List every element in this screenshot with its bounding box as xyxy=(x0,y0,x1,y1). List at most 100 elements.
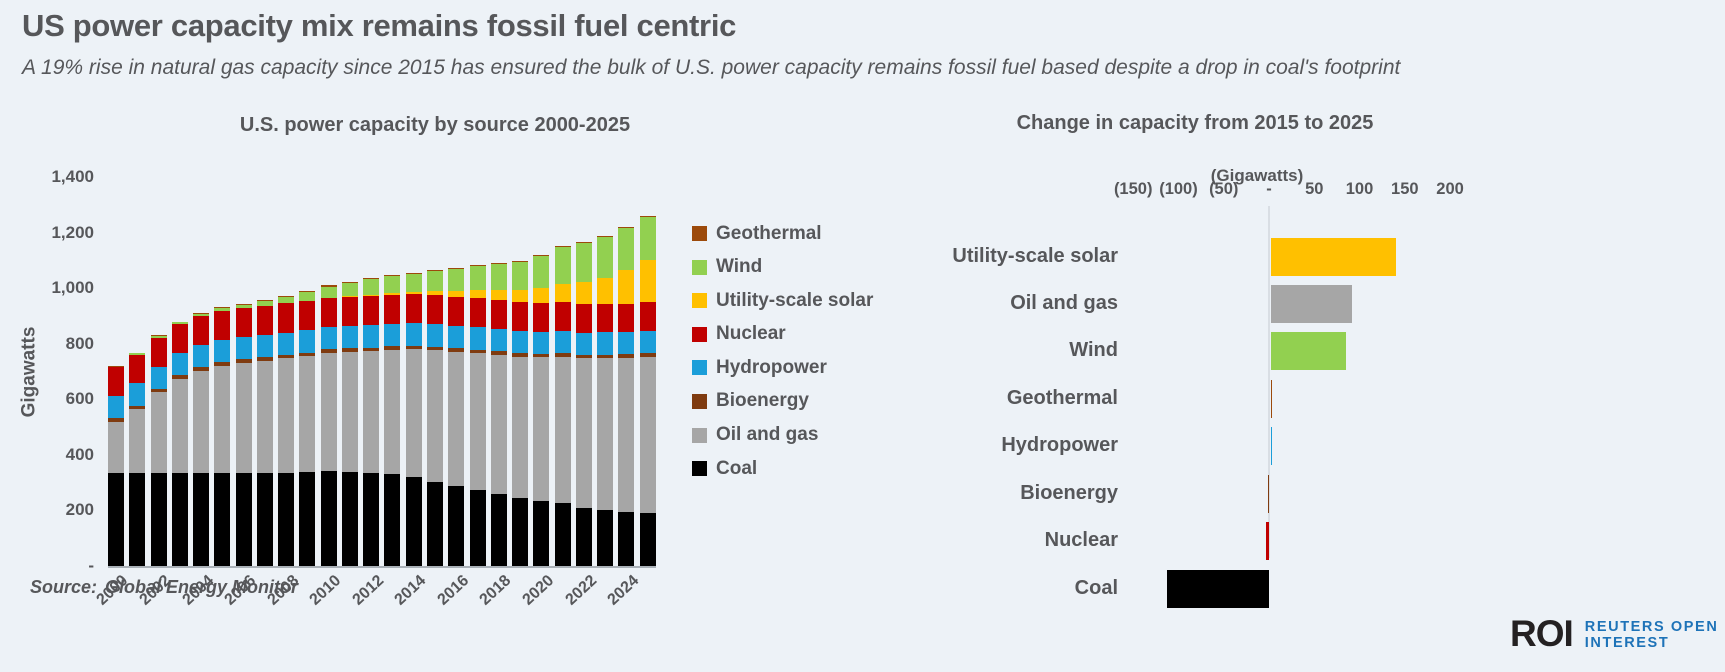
segment-hydropower xyxy=(469,327,486,350)
segment-utility-scale-solar xyxy=(575,282,592,305)
segment-hydropower xyxy=(193,344,210,368)
stacked-bar-2025 xyxy=(639,215,656,566)
segment-oil-and-gas xyxy=(426,350,443,482)
x-tick: 2024 xyxy=(561,572,643,609)
segment-bioenergy xyxy=(235,359,252,363)
segment-hydropower xyxy=(490,329,507,352)
stacked-bar-2024 xyxy=(618,226,635,566)
segment-geothermal xyxy=(299,290,316,292)
segment-oil-and-gas xyxy=(214,365,231,474)
segment-oil-and-gas xyxy=(108,421,124,474)
segment-bioenergy xyxy=(214,362,231,366)
segment-bioenergy xyxy=(554,352,571,357)
segment-nuclear xyxy=(426,295,443,325)
stacked-bar-2006 xyxy=(235,303,252,566)
segment-utility-scale-solar xyxy=(448,291,465,298)
segment-coal xyxy=(278,472,295,566)
segment-bioenergy xyxy=(533,353,550,358)
segment-oil-and-gas xyxy=(235,362,252,474)
segment-wind xyxy=(469,266,486,291)
legend-item-utility-scale-solar: Utility-scale solar xyxy=(692,289,874,311)
segment-bioenergy xyxy=(639,352,656,357)
segment-nuclear xyxy=(235,307,252,337)
segment-nuclear xyxy=(129,354,146,384)
legend-item-bioenergy: Bioenergy xyxy=(692,390,873,411)
stacked-bar-2005 xyxy=(214,307,231,566)
segment-oil-and-gas xyxy=(575,358,592,508)
segment-wind xyxy=(405,273,422,292)
segment-wind xyxy=(171,322,188,325)
hbar-oil-and-gas xyxy=(1271,284,1353,323)
segment-nuclear xyxy=(171,324,188,353)
segment-hydropower xyxy=(256,334,273,358)
stacked-bar-2014 xyxy=(405,272,422,566)
stacked-bar-2000 xyxy=(108,365,124,566)
hbar-wind xyxy=(1271,332,1347,371)
segment-nuclear xyxy=(193,315,210,345)
x-tick-label: 2024 xyxy=(604,572,643,609)
segment-oil-and-gas xyxy=(363,351,380,474)
segment-hydropower xyxy=(448,326,465,349)
segment-utility-scale-solar xyxy=(384,292,401,295)
segment-oil-and-gas xyxy=(129,409,146,474)
legend-label: Utility-scale solar xyxy=(716,289,874,311)
segment-coal xyxy=(341,471,358,566)
y-tick: 200 xyxy=(65,500,94,520)
segment-utility-scale-solar xyxy=(512,290,529,303)
legend-swatch xyxy=(692,461,707,477)
segment-coal xyxy=(171,473,188,566)
segment-oil-and-gas xyxy=(384,349,401,475)
segment-bioenergy xyxy=(426,346,443,351)
segment-coal xyxy=(299,472,316,566)
segment-wind xyxy=(597,236,614,278)
stacked-bar-2012 xyxy=(363,277,380,566)
segment-utility-scale-solar xyxy=(554,284,571,303)
segment-coal xyxy=(469,489,486,566)
segment-geothermal xyxy=(469,265,486,267)
segment-utility-scale-solar xyxy=(341,295,358,297)
segment-wind xyxy=(512,261,529,291)
right-chart-title: Change in capacity from 2015 to 2025 xyxy=(1016,112,1374,134)
hbar-tick: 100 xyxy=(1345,180,1374,198)
segment-geothermal xyxy=(193,313,210,315)
segment-geothermal xyxy=(171,321,188,323)
segment-bioenergy xyxy=(256,357,273,361)
legend-swatch xyxy=(692,360,707,376)
stacked-bar-2016 xyxy=(448,267,465,566)
segment-geothermal xyxy=(490,263,507,265)
hbar-nuclear xyxy=(1265,522,1269,561)
segment-hydropower xyxy=(129,383,146,406)
legend-swatch xyxy=(692,427,707,443)
segment-oil-and-gas xyxy=(150,392,167,473)
segment-wind xyxy=(299,291,316,302)
segment-nuclear xyxy=(256,305,273,335)
segment-geothermal xyxy=(214,307,231,309)
segment-geothermal xyxy=(426,270,443,272)
segment-hydropower xyxy=(214,339,231,363)
hbar-label-hydropower: Hydropower xyxy=(1001,434,1118,457)
segment-wind xyxy=(426,271,443,292)
segment-geothermal xyxy=(278,295,295,297)
legend-swatch xyxy=(692,393,707,409)
segment-hydropower xyxy=(554,330,571,353)
stacked-plot-area xyxy=(108,177,656,568)
segment-utility-scale-solar xyxy=(405,291,422,295)
left-chart-title: U.S. power capacity by source 2000-2025 xyxy=(239,114,631,136)
segment-coal xyxy=(214,473,231,566)
segment-bioenergy xyxy=(299,352,316,357)
legend-swatch xyxy=(692,293,707,309)
segment-oil-and-gas xyxy=(639,356,656,514)
segment-hydropower xyxy=(108,395,124,419)
segment-hydropower xyxy=(363,325,380,348)
hbar-bioenergy xyxy=(1267,474,1269,513)
y-tick: 800 xyxy=(65,333,94,353)
segment-oil-and-gas xyxy=(171,378,188,474)
segment-bioenergy xyxy=(384,346,401,350)
legend-label: Hydropower xyxy=(716,356,827,378)
stacked-bar-2004 xyxy=(193,313,210,566)
segment-bioenergy xyxy=(490,351,507,355)
segment-coal xyxy=(108,473,124,566)
segment-geothermal xyxy=(235,303,252,305)
segment-coal xyxy=(575,507,592,566)
segment-geothermal xyxy=(448,267,465,269)
